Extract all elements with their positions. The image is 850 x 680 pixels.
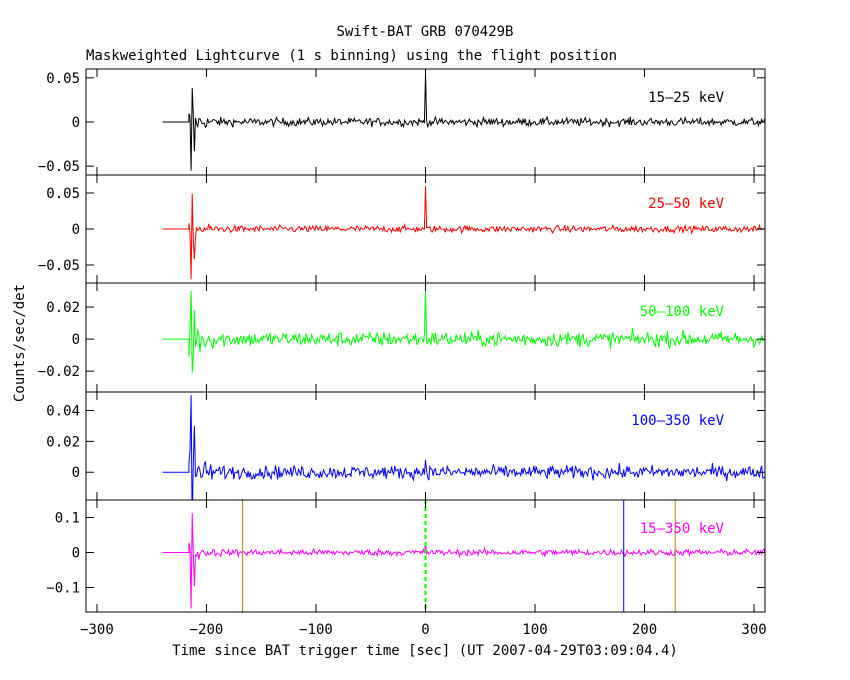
band-label: 50–100 keV bbox=[640, 304, 725, 320]
y-tick-label: −0.1 bbox=[46, 581, 80, 597]
y-tick-label: 0.04 bbox=[46, 404, 80, 420]
y-tick-label: −0.05 bbox=[38, 159, 80, 175]
x-tick-label: 200 bbox=[632, 622, 657, 638]
y-tick-label: 0 bbox=[72, 332, 80, 348]
x-axis: −300 −200 −100 0 100 200 300 bbox=[80, 622, 767, 638]
panel-3: 0 0.02 0.04 100–350 keV bbox=[46, 391, 766, 501]
y-tick-label: 0.02 bbox=[46, 300, 80, 316]
series-line-1 bbox=[162, 185, 765, 280]
y-tick-label: 0 bbox=[72, 115, 80, 131]
x-tick-label: 300 bbox=[741, 622, 766, 638]
chart-title: Swift-BAT GRB 070429B bbox=[336, 24, 513, 40]
y-tick-label: −0.05 bbox=[38, 258, 80, 274]
y-tick-label: 0.1 bbox=[55, 511, 80, 527]
panel-2: −0.02 0 0.02 50–100 keV bbox=[38, 282, 766, 393]
band-label: 100–350 keV bbox=[631, 413, 724, 429]
series-line-4 bbox=[162, 513, 765, 609]
x-tick-label: −200 bbox=[190, 622, 224, 638]
y-tick-label: 0 bbox=[72, 546, 80, 562]
x-tick-label: −300 bbox=[80, 622, 114, 638]
series-line-3 bbox=[162, 395, 765, 500]
band-label: 15–350 keV bbox=[640, 521, 725, 537]
y-tick-label: −0.02 bbox=[38, 364, 80, 380]
band-label: 15–25 keV bbox=[648, 90, 724, 106]
panel-frame bbox=[85, 391, 766, 501]
panel-1: −0.05 0 0.05 25–50 keV bbox=[38, 174, 766, 284]
chart-subtitle: Maskweighted Lightcurve (1 s binning) us… bbox=[86, 48, 617, 64]
x-tick-label: 0 bbox=[421, 622, 429, 638]
panel-4: −0.1 0 0.1 15–350 keV bbox=[46, 499, 766, 613]
panel-0: −0.05 0 0.05 15–25 keV bbox=[38, 68, 766, 176]
series-line-0 bbox=[162, 73, 765, 171]
y-axis-label: Counts/sec/det bbox=[12, 284, 28, 402]
x-axis-label: Time since BAT trigger time [sec] (UT 20… bbox=[172, 643, 678, 659]
y-tick-label: 0.02 bbox=[46, 434, 80, 450]
x-tick-label: 100 bbox=[522, 622, 547, 638]
series-line-2 bbox=[162, 290, 765, 373]
band-label: 25–50 keV bbox=[648, 196, 724, 212]
x-tick-label: −100 bbox=[299, 622, 333, 638]
y-tick-label: 0 bbox=[72, 465, 80, 481]
y-tick-label: 0.05 bbox=[46, 71, 80, 87]
y-tick-label: 0 bbox=[72, 222, 80, 238]
y-tick-label: 0.05 bbox=[46, 186, 80, 202]
